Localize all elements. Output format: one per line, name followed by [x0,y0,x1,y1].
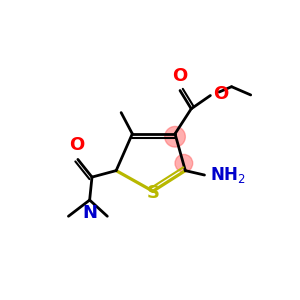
Text: O: O [213,85,228,103]
Text: S: S [146,184,159,202]
Text: O: O [172,67,187,85]
Text: O: O [69,136,84,154]
Text: N: N [82,204,97,222]
Circle shape [165,126,185,147]
Circle shape [175,154,193,172]
Text: NH$_2$: NH$_2$ [210,165,246,185]
